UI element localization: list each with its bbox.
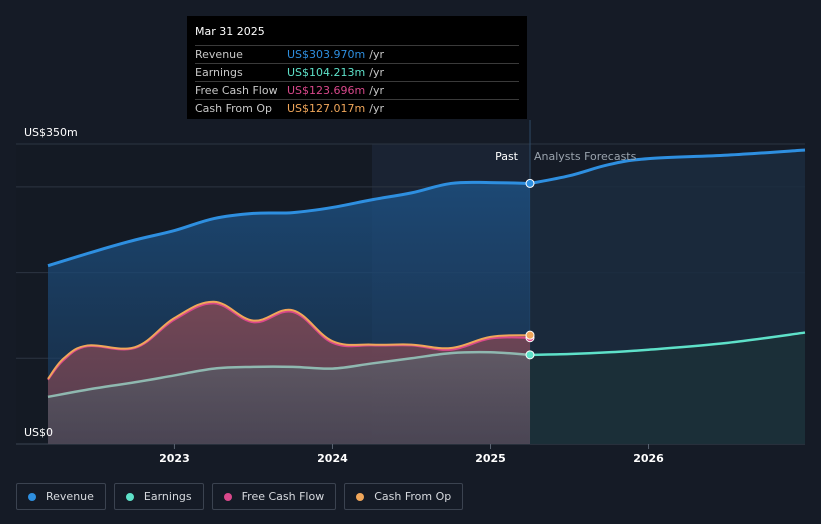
legend-dot-icon bbox=[356, 492, 365, 501]
legend-dot-icon bbox=[28, 492, 36, 501]
legend-item-free-cash-flow[interactable]: Free Cash Flow bbox=[211, 483, 337, 510]
y-axis-bottom-label: US$0 bbox=[24, 426, 53, 439]
tooltip-row-free-cash-flow: Free Cash Flow US$123.696m /yr bbox=[195, 82, 519, 100]
tooltip-value: US$123.696m bbox=[287, 84, 366, 97]
revenue-line-forecast bbox=[529, 148, 806, 185]
tooltip: Mar 31 2025 Revenue US$303.970m /yr Earn… bbox=[187, 16, 527, 119]
legend-label: Free Cash Flow bbox=[241, 490, 325, 503]
tooltip-value: US$303.970m bbox=[287, 48, 366, 61]
tooltip-date: Mar 31 2025 bbox=[195, 22, 519, 46]
cash-from-op-marker bbox=[525, 330, 535, 340]
legend-label: Earnings bbox=[143, 490, 192, 503]
legend-label: Revenue bbox=[46, 490, 94, 503]
legend: Revenue Earnings Free Cash Flow Cash Fro… bbox=[16, 483, 464, 510]
tooltip-unit: /yr bbox=[369, 102, 384, 115]
legend-item-cash-from-op[interactable]: Cash From Op bbox=[344, 483, 464, 510]
tooltip-unit: /yr bbox=[369, 84, 384, 97]
legend-dot-icon bbox=[125, 492, 134, 501]
legend-dot-icon bbox=[223, 492, 232, 501]
tooltip-label: Free Cash Flow bbox=[195, 84, 278, 97]
tooltip-row-earnings: Earnings US$104.213m /yr bbox=[195, 64, 519, 82]
earnings-line-past bbox=[47, 350, 531, 399]
tooltip-row-cash-from-op: Cash From Op US$127.017m /yr bbox=[195, 100, 519, 117]
cash-from-op-line bbox=[47, 300, 531, 380]
earnings-marker bbox=[525, 350, 535, 360]
tooltip-value: US$104.213m bbox=[287, 66, 366, 79]
x-tick-label: 2023 bbox=[159, 452, 190, 465]
legend-label: Cash From Op bbox=[374, 490, 452, 503]
earnings-line-forecast bbox=[529, 331, 806, 357]
tooltip-value: US$127.017m bbox=[287, 102, 366, 115]
tooltip-label: Revenue bbox=[195, 48, 243, 61]
legend-item-earnings[interactable]: Earnings bbox=[113, 483, 204, 510]
y-axis-top-label: US$350m bbox=[24, 126, 78, 139]
tooltip-unit: /yr bbox=[369, 66, 384, 79]
revenue-marker bbox=[525, 178, 535, 188]
tooltip-row-revenue: Revenue US$303.970m /yr bbox=[195, 46, 519, 64]
past-label: Past bbox=[495, 150, 519, 163]
revenue-line-past bbox=[47, 180, 531, 268]
forecast-label: Analysts Forecasts bbox=[534, 150, 637, 163]
x-tick-label: 2024 bbox=[317, 452, 348, 465]
earnings-area-past bbox=[48, 352, 531, 444]
legend-item-revenue[interactable]: Revenue bbox=[16, 483, 106, 510]
tooltip-label: Cash From Op bbox=[195, 102, 273, 115]
x-tick-label: 2026 bbox=[633, 452, 664, 465]
earnings-area-forecast bbox=[530, 332, 805, 444]
x-tick-label: 2025 bbox=[475, 452, 506, 465]
tooltip-label: Earnings bbox=[195, 66, 243, 79]
tooltip-unit: /yr bbox=[369, 48, 384, 61]
